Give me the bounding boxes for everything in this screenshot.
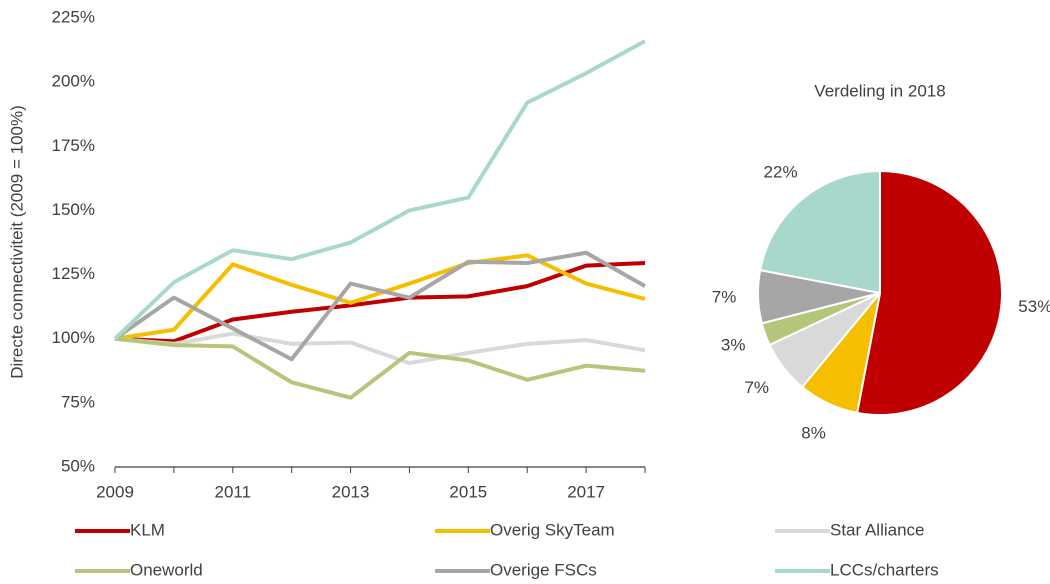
y-tick-label: 125% [52, 264, 95, 283]
y-tick-label: 100% [52, 328, 95, 347]
pie-label: 7% [744, 378, 769, 397]
series-line [113, 250, 646, 362]
pie-label: 8% [801, 424, 826, 443]
x-tick-label: 2013 [332, 482, 370, 501]
x-tick-label: 2011 [214, 482, 251, 501]
y-tick-label: 200% [52, 72, 95, 91]
series-line [114, 261, 646, 344]
y-axis-label: Directe connectiviteit (2009 = 100%) [7, 105, 26, 379]
y-tick-label: 175% [52, 136, 95, 155]
y-tick-label: 75% [61, 392, 95, 411]
pie-label: 7% [712, 287, 737, 306]
legend-label: Oneworld [130, 560, 203, 579]
legend-label: Star Alliance [830, 520, 925, 539]
pie-slice [758, 169, 881, 295]
pie-slice [855, 169, 1003, 416]
x-tick-label: 2015 [449, 482, 487, 501]
y-tick-label: 150% [52, 200, 95, 219]
pie-label: 53% [1018, 297, 1050, 316]
series-line [114, 253, 646, 341]
series-line [114, 331, 646, 366]
legend-label: KLM [130, 520, 165, 539]
x-tick-label: 2017 [567, 482, 605, 501]
pie-title: Verdeling in 2018 [814, 81, 945, 100]
legend-label: Overig SkyTeam [490, 520, 615, 539]
pie-label: 22% [764, 162, 798, 181]
legend-label: Overige FSCs [490, 560, 597, 579]
series-line [114, 336, 646, 400]
y-tick-label: 50% [61, 456, 95, 475]
legend-label: LCCs/charters [830, 560, 939, 579]
pie-label: 3% [721, 335, 746, 354]
y-tick-label: 225% [52, 7, 95, 26]
x-tick-label: 2009 [96, 482, 134, 501]
series-line [113, 39, 646, 341]
